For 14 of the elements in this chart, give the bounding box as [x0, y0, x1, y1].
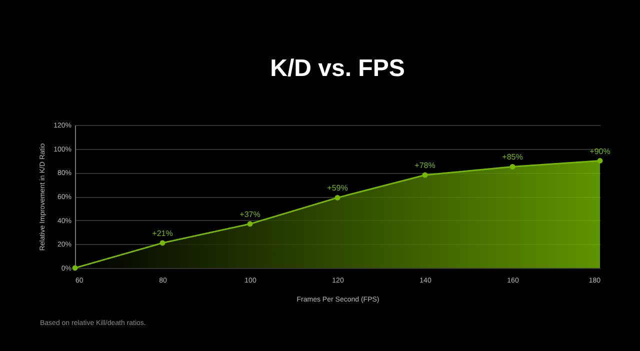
data-label: +21%	[152, 228, 173, 238]
data-label: +85%	[502, 152, 523, 162]
point	[334, 194, 340, 200]
point	[597, 158, 603, 164]
point	[510, 164, 516, 170]
data-label: +59%	[327, 184, 348, 193]
point	[422, 172, 428, 178]
data-label: +78%	[414, 161, 436, 170]
data-label: +90%	[590, 146, 610, 156]
data-label: +37%	[240, 210, 260, 219]
point	[247, 221, 253, 227]
point	[72, 265, 78, 271]
point	[160, 240, 166, 246]
chart-title: K/D vs. FPS	[270, 55, 405, 82]
